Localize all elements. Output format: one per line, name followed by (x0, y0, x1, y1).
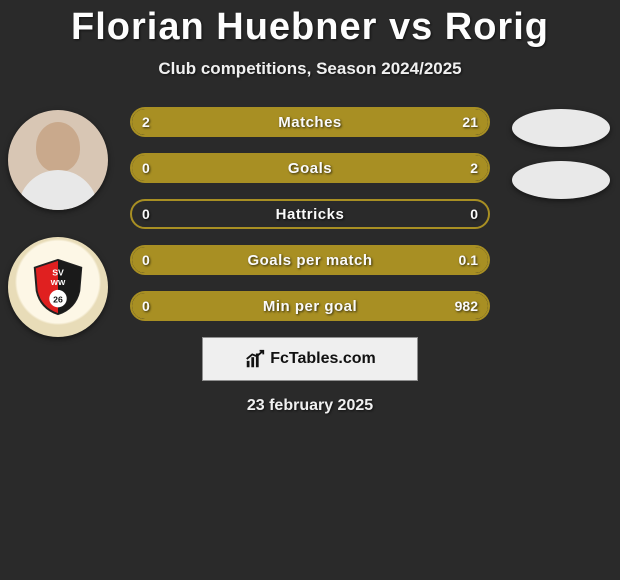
stat-bar: 0Hattricks0 (130, 199, 490, 229)
stat-value-right: 0.1 (459, 247, 478, 273)
stat-label: Goals (132, 155, 488, 181)
comparison-panel: SV WW 26 2Matches210Goals20Hattricks00Go… (0, 107, 620, 321)
stat-label: Goals per match (132, 247, 488, 273)
stat-value-right: 2 (470, 155, 478, 181)
chart-icon (244, 348, 266, 370)
footer-date: 23 february 2025 (0, 397, 620, 415)
page-title: Florian Huebner vs Rorig (0, 0, 620, 49)
stat-bars: 2Matches210Goals20Hattricks00Goals per m… (130, 107, 490, 321)
club-crest-icon: SV WW 26 (27, 256, 89, 318)
stat-value-right: 982 (455, 293, 478, 319)
page-subtitle: Club competitions, Season 2024/2025 (0, 59, 620, 79)
stat-label: Hattricks (132, 201, 488, 227)
stat-label: Matches (132, 109, 488, 135)
svg-text:26: 26 (53, 295, 63, 305)
stat-bar: 0Goals2 (130, 153, 490, 183)
stat-value-right: 21 (462, 109, 478, 135)
svg-text:SV: SV (52, 267, 64, 277)
player-left-club-badge: SV WW 26 (8, 237, 108, 337)
stat-value-right: 0 (470, 201, 478, 227)
stat-bar: 0Min per goal982 (130, 291, 490, 321)
svg-text:WW: WW (51, 278, 66, 287)
attribution-text: FcTables.com (270, 350, 376, 368)
attribution-box[interactable]: FcTables.com (202, 337, 418, 381)
player-left-avatar (8, 110, 108, 210)
player-right-club-badge-placeholder (512, 161, 610, 199)
stat-label: Min per goal (132, 293, 488, 319)
player-right-avatar-placeholder (512, 109, 610, 147)
stat-bar: 2Matches21 (130, 107, 490, 137)
stat-bar: 0Goals per match0.1 (130, 245, 490, 275)
